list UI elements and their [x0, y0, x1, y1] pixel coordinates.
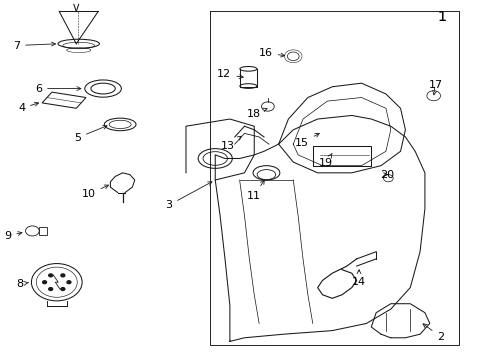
Circle shape	[67, 281, 71, 284]
Circle shape	[61, 274, 65, 277]
Text: 19: 19	[318, 153, 332, 168]
Circle shape	[49, 274, 53, 277]
Circle shape	[61, 288, 65, 291]
Text: 7: 7	[13, 41, 56, 50]
Text: 15: 15	[294, 134, 319, 148]
Circle shape	[49, 288, 53, 291]
Text: 2: 2	[422, 324, 443, 342]
Text: 8: 8	[16, 279, 29, 289]
Text: 18: 18	[246, 108, 266, 119]
Text: 1: 1	[437, 10, 446, 24]
Text: 11: 11	[246, 180, 264, 201]
Text: 14: 14	[351, 270, 365, 287]
Circle shape	[42, 281, 46, 284]
Text: 12: 12	[217, 69, 243, 79]
Text: 6: 6	[35, 84, 81, 94]
Text: 10: 10	[81, 185, 108, 199]
Text: 5: 5	[74, 126, 107, 143]
Text: 13: 13	[220, 136, 241, 151]
Text: 3: 3	[165, 182, 211, 210]
Text: 4: 4	[18, 102, 39, 113]
Text: 16: 16	[258, 48, 284, 58]
Text: 20: 20	[379, 170, 393, 180]
Text: 1: 1	[437, 10, 446, 24]
Text: 9: 9	[4, 231, 22, 240]
Text: 17: 17	[428, 80, 442, 95]
